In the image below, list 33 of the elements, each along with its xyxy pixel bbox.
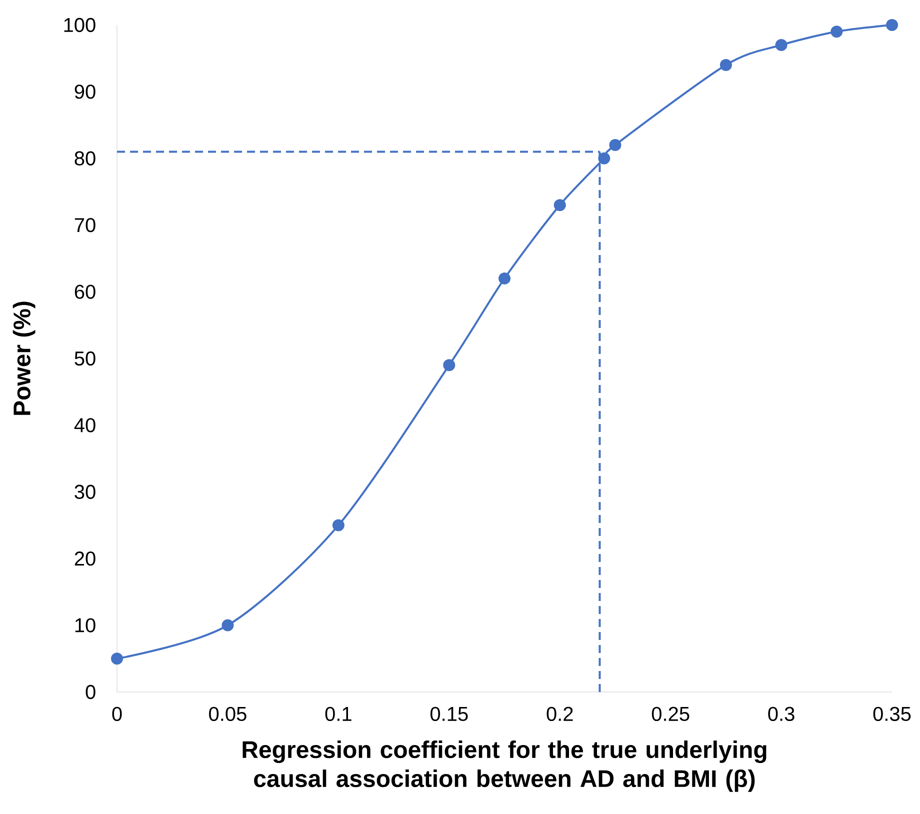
point (554, 199, 566, 212)
y-tick-label: 70 (74, 218, 96, 232)
x-tick-label: 0.3 (768, 706, 794, 722)
y-axis-title: Power (%) (12, 302, 36, 415)
point (830, 26, 843, 38)
x-tick-label: 0.1 (325, 706, 352, 722)
point (609, 139, 622, 152)
y-tick-label: 80 (74, 151, 96, 166)
point (498, 272, 511, 284)
x-tick-label: 0.2 (546, 706, 573, 722)
y-tick-label: 40 (74, 418, 96, 432)
point (222, 619, 234, 632)
y-tick-label: 90 (74, 84, 96, 99)
y-tick-label: 50 (74, 351, 96, 366)
point (886, 18, 898, 31)
point (443, 359, 456, 372)
y-tick-label: 0 (86, 684, 96, 700)
point (598, 152, 610, 164)
point (720, 59, 732, 71)
y-tick-label: 30 (74, 484, 96, 499)
x-axis-title: Regression coefficient for the true underlying causal association between AD and BMI (β) (242, 740, 766, 792)
point (111, 652, 124, 665)
y-tick-label: 60 (74, 284, 96, 299)
x-tick-label: 0.35 (873, 706, 911, 722)
x-tick-label: 0.05 (209, 706, 246, 722)
x-tick-label: 0.15 (430, 706, 468, 722)
y-tick-label: 100 (64, 18, 96, 32)
y-tick-label: 10 (75, 618, 96, 632)
x-tick-label: 0 (112, 706, 122, 722)
point (775, 38, 788, 51)
point (332, 519, 344, 532)
y-tick-label: 20 (74, 552, 96, 566)
x-tick-label: 0.25 (652, 706, 690, 722)
